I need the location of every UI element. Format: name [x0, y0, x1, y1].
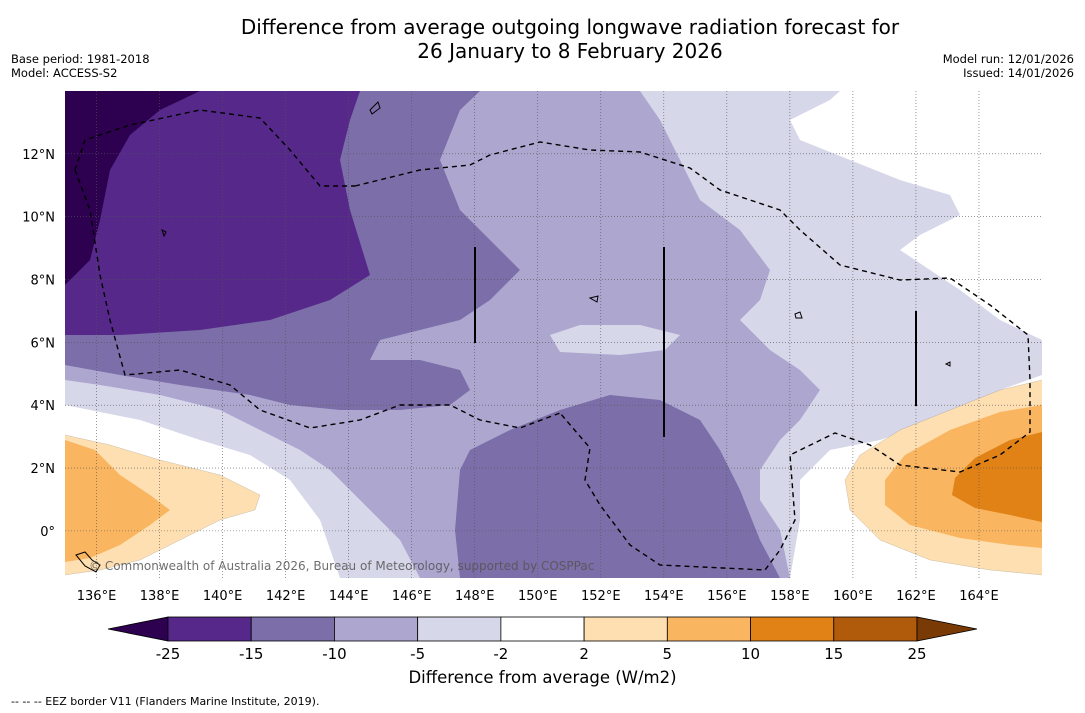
colorbar-tick-label: -10 [322, 645, 347, 663]
band-under [65, 91, 200, 285]
eez-fsm-north [354, 141, 1031, 571]
chart-title-line1: Difference from average outgoing longwav… [240, 15, 900, 39]
lon-tick-label: 160°E [833, 589, 873, 604]
colorbar-segment [750, 616, 835, 642]
east-positive-high [952, 432, 1042, 522]
colorbar-segment [500, 616, 585, 642]
colorbar-under-triangle [107, 616, 169, 642]
lon-tick-label: 158°E [770, 589, 810, 604]
latitude-ticks: 0° 2°N 4°N 6°N 8°N 10°N 12°N [22, 148, 55, 540]
lon-tick-label: 146°E [392, 589, 432, 604]
longitude-ticks: 136°E 138°E 140°E 142°E 144°E 146°E 148°E 150°E… [77, 589, 999, 604]
colorbar-segment [167, 616, 252, 642]
lon-tick-label: 140°E [203, 589, 243, 604]
lon-tick-label: 164°E [959, 589, 999, 604]
eez-footnote: -- -- -- EEZ border V11 (Flanders Marine… [11, 695, 320, 708]
contour-lines [65, 379, 1042, 576]
copyright-text: © Commonwealth of Australia 2026, Bureau… [89, 559, 594, 573]
eez-borders [74, 109, 1031, 571]
eez-fsm-west [74, 169, 561, 429]
band-c1 [65, 91, 370, 335]
island-outlines [75, 101, 951, 573]
west-positive-mid [65, 440, 170, 562]
lat-tick-label: 4°N [31, 399, 56, 414]
lat-tick-label: 6°N [31, 336, 56, 351]
lon-tick-label: 150°E [518, 589, 558, 604]
lon-tick-label: 136°E [77, 589, 117, 604]
colorbar-tick-label: 25 [907, 645, 926, 663]
colorbar-label: Difference from average (W/m2) [408, 668, 677, 687]
issued-date: Issued: 14/01/2026 [963, 66, 1074, 80]
metadata-left: Base period: 1981-2018 Model: ACCESS-S2 [11, 52, 150, 80]
lat-tick-label: 10°N [22, 211, 55, 226]
colorbar-tick-label: -15 [239, 645, 264, 663]
lat-tick-label: 8°N [31, 274, 56, 289]
band-c2-south [455, 395, 780, 578]
colorbar-tick-label: 2 [579, 645, 589, 663]
lon-tick-label: 152°E [581, 589, 621, 604]
colorbar-tick-label: -2 [493, 645, 508, 663]
colorbar-segment [334, 616, 419, 642]
lon-tick-label: 138°E [140, 589, 180, 604]
lat-tick-label: 0° [40, 525, 55, 540]
metadata-right: Model run: 12/01/2026 Issued: 14/01/2026 [943, 52, 1074, 80]
chart-title-line2: 26 January to 8 February 2026 [417, 39, 723, 63]
boundary-markers [474, 247, 917, 437]
colorbar-segment [833, 616, 918, 642]
map-field: © Commonwealth of Australia 2026, Bureau… [65, 91, 1042, 578]
colorbar-tick-label: 5 [663, 645, 673, 663]
model-run: Model run: 12/01/2026 [942, 52, 1074, 66]
lat-tick-label: 2°N [31, 462, 56, 477]
lon-tick-label: 144°E [329, 589, 369, 604]
base-period: Base period: 1981-2018 [11, 52, 150, 66]
colorbar-tick-label: 15 [824, 645, 843, 663]
eez-palau [74, 109, 355, 187]
colorbar-segment [417, 616, 502, 642]
lon-tick-label: 142°E [266, 589, 306, 604]
light-patch-centre [550, 325, 680, 355]
colorbar-segment [666, 616, 751, 642]
lon-tick-label: 148°E [455, 589, 495, 604]
colorbar-tick-label: -25 [156, 645, 181, 663]
colorbar-over-triangle [916, 616, 978, 642]
lon-tick-label: 154°E [644, 589, 684, 604]
lat-tick-label: 12°N [22, 148, 55, 163]
lon-tick-label: 162°E [896, 589, 936, 604]
colorbar-segment [583, 616, 668, 642]
colorbar-segment [250, 616, 335, 642]
colorbar-tick-label: -5 [410, 645, 425, 663]
model-name: Model: ACCESS-S2 [11, 66, 118, 80]
colorbar-tick-label: 10 [741, 645, 760, 663]
colorbar: -25 -15 -10 -5 -2 2 5 10 15 25 [107, 616, 978, 663]
lon-tick-label: 156°E [707, 589, 747, 604]
